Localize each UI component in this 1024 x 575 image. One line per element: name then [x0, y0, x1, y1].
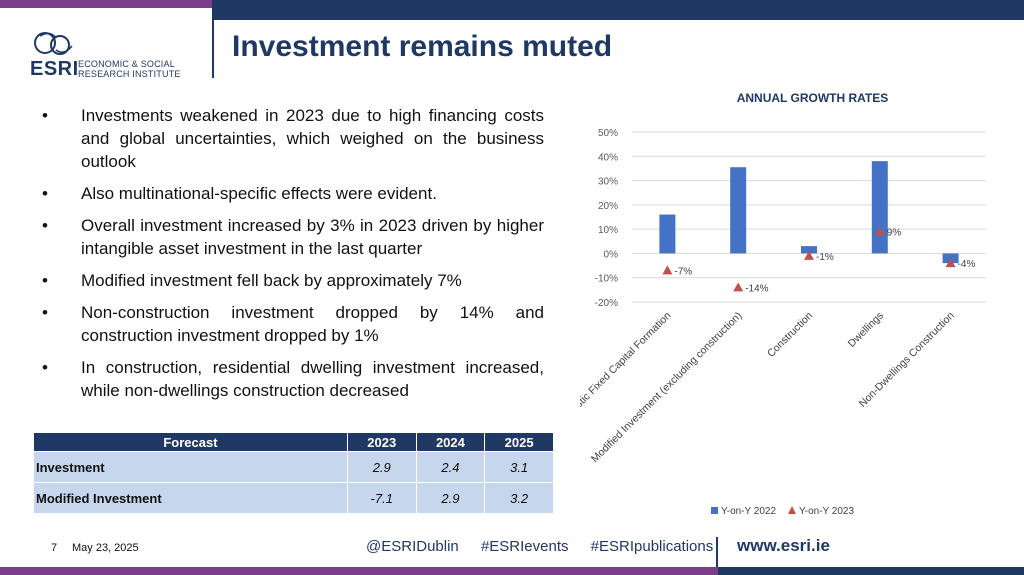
bottom-banner-bar: [718, 567, 1024, 575]
table-header-cell: 2023: [347, 433, 417, 452]
top-banner-bar: [212, 0, 1024, 20]
page-number: 7: [51, 542, 58, 554]
y-tick-label: 10%: [598, 225, 618, 236]
data-label: -14%: [745, 283, 768, 294]
footer-handles: @ESRIDublin #ESRIevents #ESRIpublication…: [366, 538, 731, 555]
esri-logo-mark-icon: [34, 32, 73, 55]
category-label: Construction: [765, 310, 815, 360]
table-header-cell: 2024: [416, 433, 486, 452]
y-tick-label: 20%: [598, 201, 618, 212]
data-label: -1%: [816, 252, 834, 263]
table-cell: 2.9: [416, 482, 486, 513]
website-link[interactable]: www.esri.ie: [737, 536, 830, 555]
page-title: Investment remains muted: [232, 30, 613, 63]
forecast-table: Forecast 2023 2024 2025 Investment 2.9 2…: [34, 433, 554, 513]
table-cell: 2.4: [416, 451, 486, 483]
bullet-item: In construction, residential dwelling in…: [40, 356, 544, 402]
chart-title: ANNUAL GROWTH RATES: [736, 91, 889, 105]
bar: [871, 161, 888, 254]
logo-abbr: ESRI: [30, 58, 79, 80]
bullet-item: Overall investment increased by 3% in 20…: [40, 214, 544, 260]
bullet-list: Investments weakened in 2023 due to high…: [40, 104, 544, 411]
logo-line1: ECONOMIC & SOCIAL: [78, 59, 175, 69]
bar: [730, 167, 747, 254]
table-row: Modified Investment -7.1 2.9 3.2: [34, 482, 554, 513]
bar: [801, 246, 817, 254]
legend-label: Y-on-Y 2023: [799, 506, 854, 517]
data-label: 9%: [887, 228, 902, 239]
category-label: Dwellings: [846, 310, 886, 350]
twitter-handle[interactable]: @ESRIDublin: [366, 538, 459, 555]
footer-date: May 23, 2025: [72, 542, 139, 554]
table-row: Investment 2.9 2.4 3.1: [34, 451, 554, 483]
y-tick-label: 30%: [598, 177, 618, 188]
growth-chart: 50%40%30%20%10%0%-10%-20%-7%Modified Gro…: [580, 128, 986, 517]
y-tick-label: 40%: [598, 152, 618, 163]
bullet-item: Modified investment fell back by approxi…: [40, 269, 544, 292]
bullet-item: Non-construction investment dropped by 1…: [40, 301, 544, 347]
y-tick-label: -10%: [595, 274, 618, 285]
logo-line2: RESEARCH INSTITUTE: [78, 69, 181, 79]
table-cell: 2.9: [347, 451, 417, 483]
marker-triangle: [733, 282, 744, 292]
data-label: -7%: [674, 266, 692, 277]
hashtag-publications[interactable]: #ESRIpublications: [590, 538, 714, 555]
bullet-item: Also multinational-specific effects were…: [40, 182, 544, 205]
table-row-label: Modified Investment: [34, 482, 348, 513]
legend-label: Y-on-Y 2022: [721, 506, 776, 517]
legend-swatch-bar: [711, 507, 718, 514]
table-row-label: Investment: [34, 451, 348, 483]
marker-triangle: [874, 226, 885, 236]
table-header-cell: 2025: [484, 433, 554, 452]
category-label: Modified Investment (excluding construct…: [589, 310, 744, 465]
bottom-accent-bar: [0, 567, 718, 575]
footer-divider: [716, 537, 718, 569]
y-tick-label: -20%: [595, 298, 618, 309]
hashtag-events[interactable]: #ESRIevents: [480, 538, 569, 555]
legend-swatch-marker: [788, 506, 796, 514]
top-accent-bar: [0, 0, 212, 8]
marker-triangle: [804, 250, 814, 260]
data-label: -4%: [958, 259, 976, 270]
table-cell: 3.2: [484, 482, 554, 513]
table-cell: 3.1: [484, 451, 554, 483]
bullet-item: Investments weakened in 2023 due to high…: [40, 104, 544, 173]
y-tick-label: 0%: [604, 249, 619, 260]
marker-triangle: [662, 265, 673, 275]
esri-logo: ESRI ECONOMIC & SOCIAL RESEARCH INSTITUT…: [30, 28, 205, 80]
marker-triangle: [945, 258, 956, 268]
table-header-row: Forecast 2023 2024 2025: [34, 433, 554, 452]
table-cell: -7.1: [347, 482, 417, 513]
bar: [659, 214, 676, 254]
y-tick-label: 50%: [598, 128, 618, 139]
table-header-cell: Forecast: [34, 433, 348, 452]
title-divider: [212, 20, 214, 78]
